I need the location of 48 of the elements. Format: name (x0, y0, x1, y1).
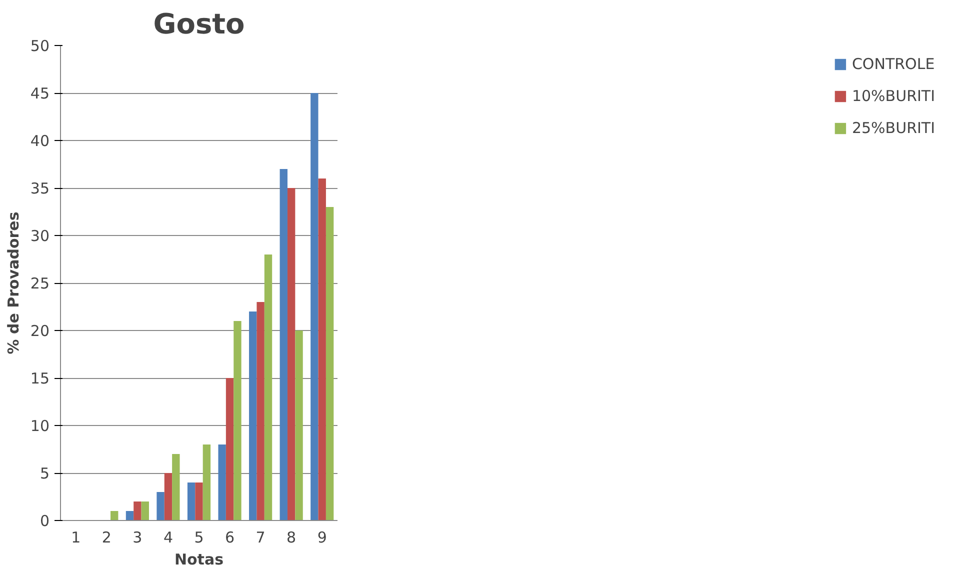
bar (110, 511, 118, 520)
x-tick-label: 8 (286, 528, 296, 546)
y-tick-label: 15 (30, 370, 50, 388)
x-tick-label: 1 (71, 528, 81, 546)
y-tick-label: 50 (30, 37, 50, 55)
bar (249, 312, 257, 520)
bar (134, 502, 142, 520)
y-tick-label: 20 (30, 322, 50, 340)
y-tick-label: 5 (40, 464, 50, 482)
bar (156, 492, 164, 520)
x-tick-label: 5 (194, 528, 204, 546)
bar (280, 169, 288, 520)
bar (202, 444, 211, 520)
bar (318, 178, 326, 520)
bar (172, 454, 180, 520)
bar (310, 93, 318, 520)
chart-title: Gosto (153, 8, 245, 40)
bar (187, 482, 196, 520)
x-tick-label: 2 (102, 528, 112, 546)
legend-label: 25%BURITI (852, 119, 935, 137)
y-tick-label: 0 (40, 512, 50, 530)
y-tick-label: 30 (30, 227, 50, 245)
bar (226, 378, 234, 520)
x-axis-title: Notas (174, 550, 224, 568)
bar (234, 321, 242, 520)
x-tick-label: 4 (163, 528, 173, 546)
y-tick-label: 40 (30, 132, 50, 150)
x-tick-label: 9 (317, 528, 327, 546)
bar (287, 188, 296, 520)
x-tick-label: 7 (256, 528, 266, 546)
bar (326, 207, 334, 520)
legend-label: 10%BURITI (852, 87, 935, 105)
bar (256, 302, 264, 520)
y-tick-label: 10 (30, 417, 50, 435)
bar (218, 444, 226, 520)
bar (295, 330, 303, 520)
bar (264, 254, 272, 520)
bar (195, 482, 203, 520)
legend-label: CONTROLE (852, 55, 935, 73)
bar (141, 502, 149, 520)
x-tick-label: 6 (225, 528, 235, 546)
y-tick-label: 35 (30, 180, 50, 198)
y-tick-label: 25 (30, 274, 50, 292)
y-tick-label: 45 (30, 84, 50, 102)
x-tick-label: 3 (132, 528, 142, 546)
y-axis-title: % de Provadores (4, 212, 22, 354)
bar (164, 473, 172, 520)
bar (126, 511, 134, 520)
